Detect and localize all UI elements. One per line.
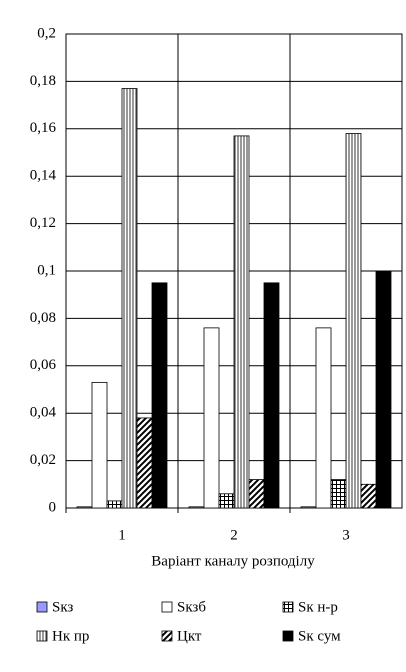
bar [188, 506, 205, 509]
y-tick-label: 0,18 [30, 73, 56, 89]
legend-swatch [161, 601, 173, 613]
bar [136, 417, 153, 509]
legend-label: Sк сум [298, 628, 341, 644]
legend-swatch [282, 601, 294, 613]
y-tick-label: 0,14 [30, 168, 57, 184]
bar [248, 479, 265, 509]
y-tick-label: 0,1 [37, 262, 56, 278]
legend-swatch [36, 601, 48, 613]
y-tick-label: 0,16 [30, 120, 57, 136]
bar [360, 483, 377, 509]
legend-swatch [36, 630, 48, 642]
bar [91, 381, 108, 509]
legend-label: Sкзб [177, 599, 206, 615]
bar [330, 479, 347, 509]
legend-swatch [282, 630, 294, 642]
bar [203, 327, 220, 509]
legend-label: Sкз [52, 599, 73, 615]
bar [263, 282, 280, 509]
y-tick-label: 0 [49, 499, 57, 515]
bar [345, 133, 362, 509]
x-tick-label: 2 [230, 527, 238, 543]
bar [76, 506, 93, 509]
bar [315, 327, 332, 509]
legend-label: Sк н-р [298, 599, 338, 615]
y-tick-label: 0,06 [30, 357, 57, 373]
bar [106, 500, 123, 509]
bar [121, 88, 138, 509]
x-tick-label: 1 [118, 527, 126, 543]
x-tick-label: 3 [342, 527, 350, 543]
y-tick-label: 0,12 [30, 215, 56, 231]
legend-label: Цкт [177, 628, 202, 644]
legend-label: Нк пр [52, 628, 89, 644]
y-tick-label: 0,08 [30, 310, 56, 326]
bar [218, 493, 235, 509]
bar [233, 135, 250, 509]
legend-swatch [161, 630, 173, 642]
bar [300, 506, 317, 509]
bar [151, 282, 168, 509]
bar [375, 270, 392, 509]
y-tick-label: 0,04 [30, 405, 57, 421]
y-tick-label: 0,02 [30, 452, 56, 468]
x-axis-label: Варіант каналу розподілу [151, 553, 315, 569]
y-tick-label: 0,2 [37, 25, 56, 41]
